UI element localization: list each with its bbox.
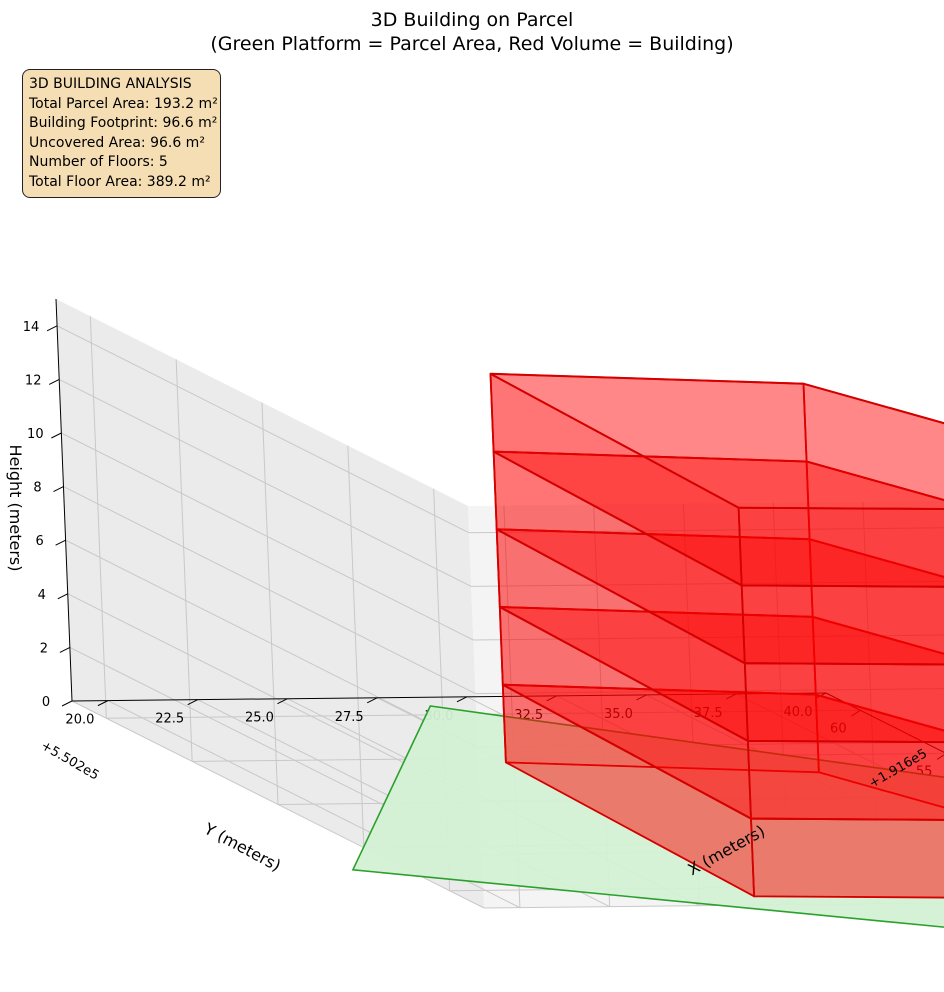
y-tick-mark (726, 693, 737, 700)
floor-wall-5 (737, 506, 944, 588)
floor-wall-3 (743, 662, 944, 744)
y-tick-label: 40.0 (784, 705, 813, 720)
y-tick-mark (546, 695, 557, 702)
y-tick-label: 37.5 (694, 706, 723, 721)
z-tick-mark (61, 700, 73, 707)
z-axis-label: Height (meters) (6, 445, 25, 572)
z-tick-label: 6 (35, 534, 43, 549)
parcel-polygon (351, 705, 944, 928)
info-number-of-floors: Number of Floors: 5 (29, 154, 168, 171)
z-gridline-left (63, 486, 476, 695)
z-gridline-left (61, 432, 474, 641)
floor-wall-1 (750, 817, 944, 899)
floor-wall-2 (747, 740, 944, 821)
x-axis-line (825, 692, 944, 753)
z-gridline-right (473, 634, 944, 641)
x-tick-mark (936, 754, 944, 760)
y-tick-mark (636, 694, 647, 701)
z-tick-mark (51, 432, 62, 439)
z-gridline-right (475, 688, 944, 695)
y-tick-mark (366, 697, 378, 704)
floor-roof-5 (490, 372, 944, 511)
info-total-parcel-area: Total Parcel Area: 193.2 m² (29, 95, 218, 112)
x-gridline-wall (261, 402, 279, 805)
info-heading: 3D BUILDING ANALYSIS (29, 76, 192, 92)
z-gridline-left (56, 325, 470, 534)
y-tick-label: 27.5 (335, 710, 364, 725)
z-axis-line (55, 298, 73, 702)
z-tick-label: 0 (42, 695, 50, 710)
z-gridline-left (65, 539, 478, 748)
x-gridline-wall (89, 316, 107, 719)
y-tick-mark (456, 696, 468, 703)
z-tick-label: 2 (40, 641, 48, 656)
z-tick-mark (46, 325, 58, 332)
z-gridline-left (58, 378, 472, 587)
chart-title: 3D Building on Parcel (371, 9, 574, 31)
x-gridline-wall (175, 359, 193, 762)
y-tick-label: 25.0 (245, 711, 274, 726)
y-tick-label: 20.0 (65, 713, 94, 728)
y-tick-mark (277, 698, 288, 705)
z-tick-label: 4 (38, 588, 46, 603)
plot-geometry (351, 372, 944, 928)
x-tick-mark (851, 709, 861, 717)
info-building-footprint: Building Footprint: 96.6 m² (29, 115, 218, 132)
z-tick-mark (57, 593, 68, 600)
z-tick-label: 10 (27, 427, 44, 442)
y-offset-label: +5.502e5 (38, 738, 101, 783)
z-tick-mark (48, 378, 60, 385)
z-tick-label: 14 (23, 320, 40, 335)
z-tick-mark (53, 486, 64, 493)
x-tick-label: 60 (830, 721, 847, 736)
info-uncovered-area: Uncovered Area: 96.6 m² (29, 134, 205, 151)
chart-subtitle: (Green Platform = Parcel Area, Red Volum… (210, 33, 733, 55)
info-total-floor-area: Total Floor Area: 389.2 m² (29, 173, 211, 190)
tick-marks (46, 325, 944, 760)
y-tick-label: 22.5 (155, 712, 184, 727)
y-tick-label: 35.0 (604, 707, 633, 722)
z-tick-label: 8 (33, 481, 41, 496)
y-tick-mark (187, 699, 198, 706)
floor-wall-4 (740, 584, 944, 666)
y-tick-mark (97, 700, 109, 707)
z-gridline-right (471, 580, 944, 587)
analysis-info-box: 3D BUILDING ANALYSIS Total Parcel Area: … (22, 69, 221, 198)
x-gridline-wall (347, 445, 365, 848)
z-tick-mark (55, 539, 66, 546)
y-axis-label: Y (meters) (200, 819, 284, 876)
z-tick-label: 12 (25, 373, 42, 388)
z-tick-mark (59, 646, 71, 653)
